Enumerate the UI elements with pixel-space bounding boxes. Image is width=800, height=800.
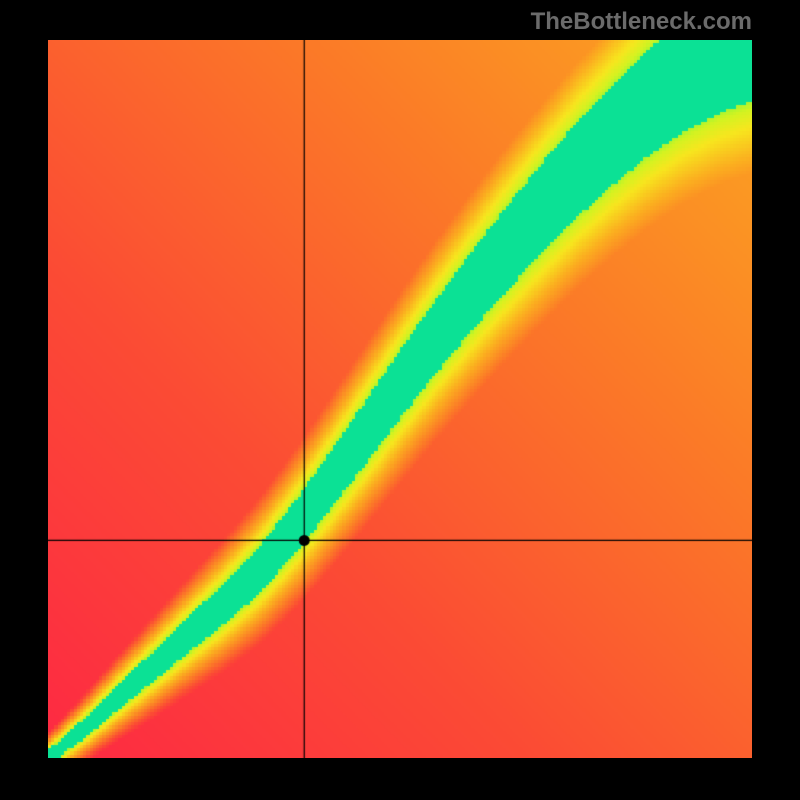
site-branding: TheBottleneck.com <box>531 8 752 36</box>
chart-container: TheBottleneck.com <box>0 0 800 800</box>
site-label: TheBottleneck.com <box>531 8 752 35</box>
heatmap-plot <box>48 40 752 758</box>
heatmap-canvas <box>48 40 752 758</box>
